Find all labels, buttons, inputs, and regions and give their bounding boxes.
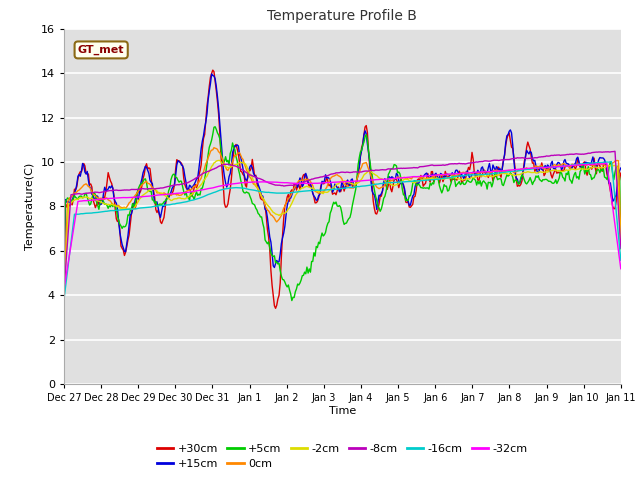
-8cm: [611, 148, 619, 154]
Line: -2cm: -2cm: [64, 160, 621, 295]
+5cm: [374, 204, 381, 209]
+30cm: [401, 189, 408, 194]
-2cm: [216, 157, 223, 163]
+5cm: [288, 298, 296, 303]
0cm: [470, 169, 478, 175]
+15cm: [567, 165, 575, 170]
-16cm: [295, 189, 303, 194]
Line: -8cm: -8cm: [64, 151, 621, 290]
-16cm: [372, 181, 380, 187]
+15cm: [470, 170, 478, 176]
+30cm: [298, 182, 305, 188]
+30cm: [617, 170, 625, 176]
Title: Temperature Profile B: Temperature Profile B: [268, 10, 417, 24]
-32cm: [372, 177, 380, 182]
-2cm: [470, 175, 478, 180]
-8cm: [469, 160, 477, 166]
X-axis label: Time: Time: [329, 406, 356, 416]
+15cm: [208, 71, 216, 77]
-8cm: [234, 164, 241, 170]
+15cm: [296, 175, 304, 181]
+15cm: [60, 289, 68, 295]
Line: +15cm: +15cm: [64, 74, 621, 292]
-16cm: [607, 158, 615, 164]
-32cm: [617, 266, 625, 272]
+15cm: [399, 182, 407, 188]
+30cm: [272, 305, 280, 311]
+15cm: [234, 143, 242, 149]
Text: GT_met: GT_met: [78, 45, 124, 55]
+30cm: [568, 162, 576, 168]
-8cm: [399, 166, 406, 171]
-2cm: [617, 246, 625, 252]
+30cm: [472, 174, 479, 180]
-16cm: [234, 185, 241, 191]
0cm: [617, 233, 625, 239]
-2cm: [60, 292, 68, 298]
0cm: [296, 178, 304, 184]
+15cm: [373, 206, 381, 212]
-2cm: [296, 187, 304, 192]
+5cm: [617, 246, 625, 252]
-2cm: [373, 173, 381, 179]
Line: -16cm: -16cm: [64, 161, 621, 300]
-32cm: [603, 160, 611, 166]
-8cm: [372, 167, 380, 173]
+5cm: [401, 192, 408, 198]
-8cm: [60, 287, 68, 293]
+5cm: [472, 177, 479, 183]
0cm: [373, 184, 381, 190]
+30cm: [60, 288, 68, 293]
-16cm: [566, 163, 573, 168]
+30cm: [374, 208, 381, 214]
-2cm: [567, 167, 575, 172]
-32cm: [399, 175, 406, 181]
Line: 0cm: 0cm: [64, 148, 621, 295]
0cm: [234, 150, 242, 156]
-32cm: [234, 180, 241, 186]
-2cm: [399, 177, 407, 183]
-8cm: [566, 151, 573, 157]
+5cm: [234, 167, 242, 172]
-32cm: [566, 163, 573, 168]
-32cm: [295, 180, 303, 186]
-8cm: [295, 180, 303, 186]
0cm: [399, 175, 407, 180]
Line: +30cm: +30cm: [64, 70, 621, 308]
0cm: [210, 145, 218, 151]
-8cm: [617, 245, 625, 251]
-2cm: [234, 160, 242, 166]
+5cm: [298, 277, 305, 283]
-16cm: [60, 297, 68, 302]
-16cm: [617, 257, 625, 263]
Y-axis label: Temperature(C): Temperature(C): [26, 163, 35, 250]
+15cm: [617, 165, 625, 171]
+5cm: [568, 180, 576, 186]
0cm: [567, 164, 575, 169]
+30cm: [209, 67, 216, 73]
Line: +5cm: +5cm: [64, 127, 621, 300]
-16cm: [399, 179, 406, 185]
+5cm: [60, 261, 68, 266]
0cm: [60, 292, 68, 298]
+5cm: [211, 124, 219, 130]
Line: -32cm: -32cm: [64, 163, 621, 289]
+30cm: [234, 151, 242, 157]
-16cm: [469, 172, 477, 178]
Legend: +30cm, +15cm, +5cm, 0cm, -2cm, -8cm, -16cm, -32cm: +30cm, +15cm, +5cm, 0cm, -2cm, -8cm, -16…: [152, 439, 532, 474]
-32cm: [60, 286, 68, 292]
-32cm: [469, 169, 477, 175]
